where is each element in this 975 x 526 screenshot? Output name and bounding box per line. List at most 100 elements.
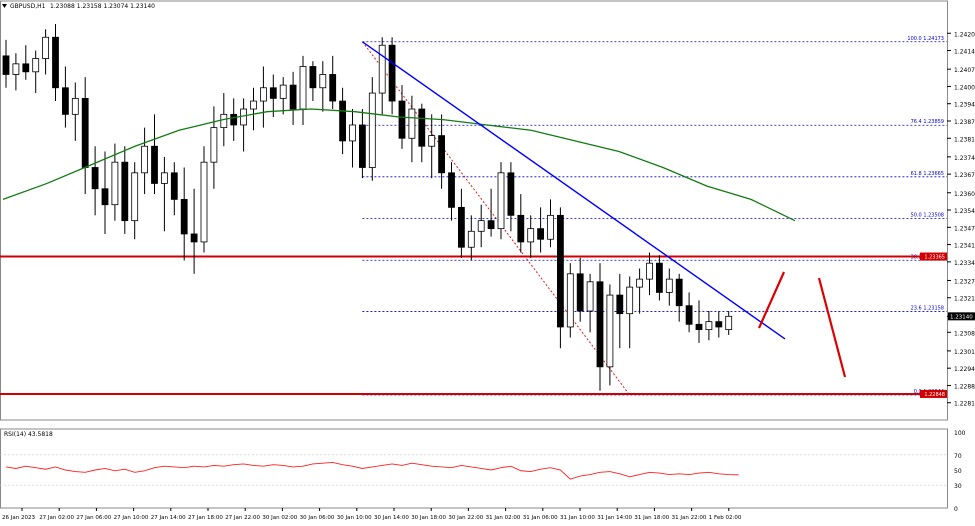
- time-tick-label: 31 Jan 10:00: [560, 515, 595, 521]
- candle-body: [457, 206, 465, 248]
- fib-level-label: 50.0 1.23508: [911, 213, 944, 219]
- candle-body: [646, 262, 653, 280]
- rsi-tick-label: 70: [954, 453, 962, 460]
- candle-body: [91, 167, 99, 190]
- price-tick-label: 1.22815: [954, 401, 975, 408]
- horizontal-level-box: [920, 389, 947, 398]
- horizontal-levels: 1.23365 1.22848: [0, 252, 947, 398]
- candle-body: [250, 100, 257, 110]
- rsi-axis: 100 70 50 30 0: [954, 430, 966, 513]
- price-tick-label: 1.23080: [954, 330, 975, 337]
- rsi-tick-label: 30: [954, 483, 962, 490]
- candle-body: [517, 214, 525, 243]
- candle-body: [329, 74, 337, 102]
- candle-body: [527, 228, 535, 243]
- projection-down-line: [817, 277, 847, 378]
- rsi-title: RSI(14) 43.5818: [4, 431, 53, 438]
- candle-body: [12, 63, 20, 75]
- candle-body: [358, 124, 366, 168]
- candle-body: [339, 100, 347, 142]
- price-tick-label: 1.23210: [954, 296, 975, 303]
- price-tick-label: 1.23605: [954, 191, 975, 198]
- dropdown-icon[interactable]: [2, 4, 7, 8]
- candle-body: [349, 124, 356, 142]
- candle-body: [319, 74, 327, 89]
- fib-level-label: 76.4 1.23859: [911, 119, 944, 125]
- rsi-line: [5, 461, 739, 480]
- price-tick-label: 1.24005: [954, 84, 975, 91]
- price-tick-label: 1.24205: [954, 31, 975, 38]
- candle-body: [299, 66, 307, 110]
- fib-level-label: 100.0 1.24173: [907, 36, 944, 42]
- candle-body: [220, 113, 228, 129]
- time-tick-label: 27 Jan 06:00: [76, 515, 111, 521]
- candle-body: [507, 172, 515, 216]
- candle-body: [22, 63, 30, 73]
- candle-body: [309, 66, 317, 89]
- candle-body: [537, 228, 544, 240]
- candle-body: [180, 198, 188, 235]
- candle-body: [566, 273, 574, 328]
- candle-body: [596, 281, 604, 368]
- price-tick-label: 1.23675: [954, 172, 975, 179]
- candle-body: [151, 145, 158, 184]
- price-tick-label: 1.24140: [954, 49, 975, 56]
- candle-body: [606, 294, 614, 368]
- candle-body: [378, 44, 386, 94]
- candle-body: [725, 315, 733, 331]
- candle-body: [131, 172, 139, 222]
- time-tick-label: 27 Jan 10:00: [114, 515, 149, 521]
- price-tick-label: 1.23875: [954, 119, 975, 126]
- candle-body: [487, 220, 495, 230]
- time-tick-label: 27 Jan 14:00: [151, 515, 186, 521]
- time-tick-label: 27 Jan 02:00: [39, 515, 74, 521]
- candle-body: [616, 294, 624, 315]
- price-tick-label: 1.22880: [954, 383, 975, 390]
- time-tick-label: 31 Jan 14:00: [597, 515, 632, 521]
- candle-body: [388, 44, 396, 102]
- current-price-label: 1.23140: [950, 314, 973, 320]
- candle-body: [705, 321, 713, 331]
- rsi-tick-label: 100: [954, 430, 966, 437]
- candle-body: [121, 161, 129, 222]
- time-axis: 26 Jan 2023 27 Jan 02:00 27 Jan 06:00 27 Ja…: [2, 508, 742, 521]
- candle-body: [32, 58, 40, 73]
- candle-body: [62, 87, 69, 115]
- candle-body: [52, 36, 59, 89]
- candle-body: [279, 84, 287, 99]
- candle-body: [71, 97, 79, 115]
- candle-body: [418, 108, 426, 147]
- symbol-label: GBPUSD,H1: [10, 3, 46, 10]
- price-axis: 1.24205 1.24140 1.24070 1.24005 1.23940 1.238…: [947, 31, 975, 408]
- candle-body: [448, 172, 455, 208]
- price-tick-label: 1.23940: [954, 102, 975, 109]
- candle-body: [368, 92, 376, 168]
- candle-body: [190, 233, 198, 243]
- time-tick-label: 30 Jan 06:00: [300, 515, 335, 521]
- price-tick-label: 1.23410: [954, 243, 975, 250]
- time-tick-label: 27 Jan 18:00: [188, 515, 223, 521]
- time-tick-label: 31 Jan 02:00: [486, 515, 521, 521]
- time-tick-label: 31 Jan 18:00: [634, 515, 669, 521]
- horizontal-level-label: 1.23365: [924, 255, 945, 261]
- candle-body: [626, 286, 634, 315]
- candle-body: [42, 36, 49, 59]
- candle-body: [557, 214, 564, 328]
- ohlc-label: 1.23088 1.23158 1.23074 1.23140: [50, 3, 155, 10]
- time-tick-label: 30 Jan 02:00: [262, 515, 297, 521]
- candle-body: [576, 273, 584, 312]
- candle-body: [665, 278, 673, 293]
- main-panel-frame: [0, 0, 948, 421]
- candles: [2, 23, 733, 391]
- candle-body: [685, 305, 693, 325]
- trendline: [361, 41, 786, 340]
- candle-body: [111, 161, 119, 206]
- time-tick-label: 31 Jan 06:00: [523, 515, 558, 521]
- price-tick-label: 1.23275: [954, 278, 975, 285]
- candle-body: [259, 87, 267, 102]
- time-tick-label: 27 Jan 22:00: [225, 515, 260, 521]
- fib-level-label: 61.8 1.23665: [911, 171, 944, 177]
- price-tick-label: 1.23345: [954, 260, 975, 267]
